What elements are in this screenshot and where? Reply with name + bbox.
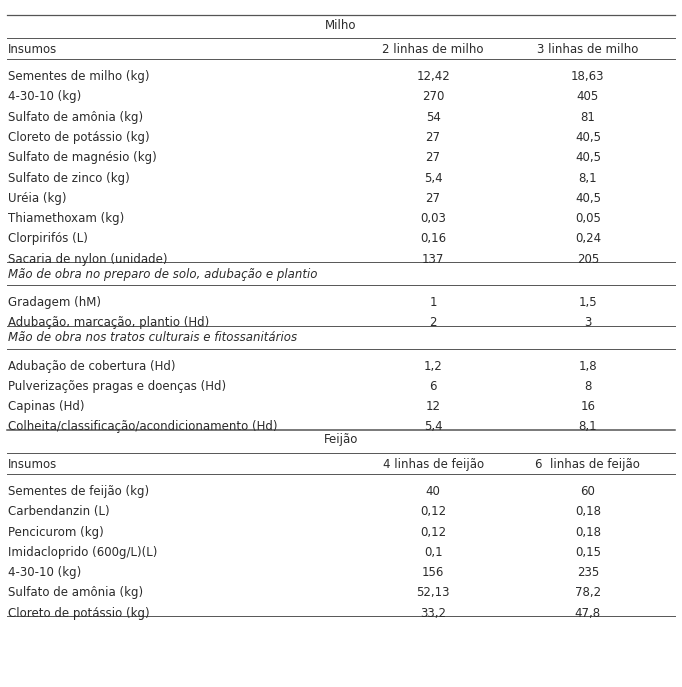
Text: Cloreto de potássio (kg): Cloreto de potássio (kg) xyxy=(8,607,150,620)
Text: 0,1: 0,1 xyxy=(424,545,443,559)
Text: 0,05: 0,05 xyxy=(575,212,601,225)
Text: 6  linhas de feijão: 6 linhas de feijão xyxy=(535,458,640,471)
Text: 0,18: 0,18 xyxy=(575,505,601,518)
Text: Cloreto de potássio (kg): Cloreto de potássio (kg) xyxy=(8,131,150,144)
Text: 4 linhas de feijão: 4 linhas de feijão xyxy=(383,458,484,471)
Text: 47,8: 47,8 xyxy=(575,607,601,620)
Text: 18,63: 18,63 xyxy=(571,70,605,83)
Text: 40,5: 40,5 xyxy=(575,192,601,205)
Text: 78,2: 78,2 xyxy=(575,586,601,599)
Text: 1,8: 1,8 xyxy=(578,359,597,372)
Text: Sulfato de magnésio (kg): Sulfato de magnésio (kg) xyxy=(8,151,157,164)
Text: 8,1: 8,1 xyxy=(578,420,597,433)
Text: Adubação de cobertura (Hd): Adubação de cobertura (Hd) xyxy=(8,359,176,372)
Text: Pencicurom (kg): Pencicurom (kg) xyxy=(8,526,104,539)
Text: 81: 81 xyxy=(580,111,595,124)
Text: Capinas (Hd): Capinas (Hd) xyxy=(8,400,85,413)
Text: Imidacloprido (600g/L)(L): Imidacloprido (600g/L)(L) xyxy=(8,545,158,559)
Text: 27: 27 xyxy=(426,192,441,205)
Text: 137: 137 xyxy=(422,253,444,266)
Text: Gradagem (hM): Gradagem (hM) xyxy=(8,296,101,309)
Text: 40,5: 40,5 xyxy=(575,151,601,164)
Text: 8: 8 xyxy=(584,380,591,393)
Text: 6: 6 xyxy=(430,380,436,393)
Text: 27: 27 xyxy=(426,151,441,164)
Text: 0,18: 0,18 xyxy=(575,526,601,539)
Text: 40,5: 40,5 xyxy=(575,131,601,144)
Text: Insumos: Insumos xyxy=(8,43,57,56)
Text: 3 linhas de milho: 3 linhas de milho xyxy=(537,43,638,56)
Text: 40: 40 xyxy=(426,485,441,498)
Text: 0,16: 0,16 xyxy=(420,232,446,245)
Text: Insumos: Insumos xyxy=(8,458,57,471)
Text: 12,42: 12,42 xyxy=(416,70,450,83)
Text: 27: 27 xyxy=(426,131,441,144)
Text: Carbendanzin (L): Carbendanzin (L) xyxy=(8,505,110,518)
Text: 0,12: 0,12 xyxy=(420,526,446,539)
Text: Sulfato de zinco (kg): Sulfato de zinco (kg) xyxy=(8,172,130,185)
Text: Sacaria de nylon (unidade): Sacaria de nylon (unidade) xyxy=(8,253,168,266)
Text: 5,4: 5,4 xyxy=(424,420,443,433)
Text: 0,03: 0,03 xyxy=(420,212,446,225)
Text: 235: 235 xyxy=(577,566,599,579)
Text: Milho: Milho xyxy=(325,19,357,32)
Text: 4-30-10 (kg): 4-30-10 (kg) xyxy=(8,566,81,579)
Text: 5,4: 5,4 xyxy=(424,172,443,185)
Text: Sulfato de amônia (kg): Sulfato de amônia (kg) xyxy=(8,586,143,599)
Text: Clorpirifós (L): Clorpirifós (L) xyxy=(8,232,88,245)
Text: 60: 60 xyxy=(580,485,595,498)
Text: 16: 16 xyxy=(580,400,595,413)
Text: 1,2: 1,2 xyxy=(424,359,443,372)
Text: 0,12: 0,12 xyxy=(420,505,446,518)
Text: 2: 2 xyxy=(430,316,436,329)
Text: 1: 1 xyxy=(430,296,436,309)
Text: 8,1: 8,1 xyxy=(578,172,597,185)
Text: Feijão: Feijão xyxy=(324,433,358,447)
Text: 12: 12 xyxy=(426,400,441,413)
Text: 52,13: 52,13 xyxy=(416,586,450,599)
Text: Adubação, marcação, plantio (Hd): Adubação, marcação, plantio (Hd) xyxy=(8,316,209,329)
Text: 0,24: 0,24 xyxy=(575,232,601,245)
Text: 156: 156 xyxy=(422,566,444,579)
Text: Colheita/classificação/acondicionamento (Hd): Colheita/classificação/acondicionamento … xyxy=(8,420,278,433)
Text: 205: 205 xyxy=(577,253,599,266)
Text: Pulverizações pragas e doenças (Hd): Pulverizações pragas e doenças (Hd) xyxy=(8,380,226,393)
Text: 33,2: 33,2 xyxy=(420,607,446,620)
Text: Sulfato de amônia (kg): Sulfato de amônia (kg) xyxy=(8,111,143,124)
Text: Mão de obra no preparo de solo, adubação e plantio: Mão de obra no preparo de solo, adubação… xyxy=(8,268,318,281)
Text: 3: 3 xyxy=(584,316,591,329)
Text: 1,5: 1,5 xyxy=(578,296,597,309)
Text: Thiamethoxam (kg): Thiamethoxam (kg) xyxy=(8,212,124,225)
Text: Uréia (kg): Uréia (kg) xyxy=(8,192,67,205)
Text: Sementes de milho (kg): Sementes de milho (kg) xyxy=(8,70,149,83)
Text: 2 linhas de milho: 2 linhas de milho xyxy=(383,43,484,56)
Text: 270: 270 xyxy=(422,91,444,104)
Text: Mão de obra nos tratos culturais e fitossanitários: Mão de obra nos tratos culturais e fitos… xyxy=(8,331,297,344)
Text: 0,15: 0,15 xyxy=(575,545,601,559)
Text: 4-30-10 (kg): 4-30-10 (kg) xyxy=(8,91,81,104)
Text: 54: 54 xyxy=(426,111,441,124)
Text: 405: 405 xyxy=(577,91,599,104)
Text: Sementes de feijão (kg): Sementes de feijão (kg) xyxy=(8,485,149,498)
